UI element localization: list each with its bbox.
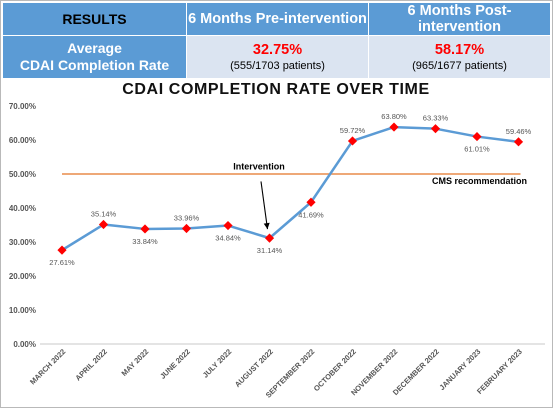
pre-intervention-rate: 32.75%	[252, 42, 303, 58]
data-label: 59.72%	[340, 126, 366, 135]
x-tick-label: JUNE 2022	[158, 347, 192, 381]
data-point-marker	[181, 223, 192, 234]
x-tick-label: MAY 2022	[120, 347, 151, 378]
x-axis: MARCH 2022 APRIL 2022 MAY 2022 JUNE 2022 JUL…	[28, 347, 524, 400]
x-tick-label: AUGUST 2022	[233, 347, 275, 389]
x-tick-label: OCTOBER 2022	[312, 347, 358, 393]
data-label: 63.33%	[423, 114, 449, 123]
data-point-marker	[430, 124, 441, 134]
data-point-marker	[389, 122, 399, 132]
data-label: 61.01%	[464, 145, 490, 154]
x-tick-label: FEBRUARY 2023	[475, 347, 524, 396]
data-label: 34.84%	[215, 234, 241, 243]
data-label: 27.61%	[49, 258, 75, 267]
pre-intervention-cell: 32.75% (555/1703 patients)	[186, 35, 369, 79]
data-point-marker	[140, 224, 150, 234]
results-table: RESULTS 6 Months Pre-intervention 6 Mont…	[2, 2, 551, 79]
post-intervention-cell: 58.17% (965/1677 patients)	[368, 35, 551, 79]
data-point-marker	[472, 131, 482, 142]
completion-rate-row: Average CDAI Completion Rate 32.75% (555…	[2, 35, 551, 79]
data-labels: 27.61% 35.14% 33.84% 33.96% 34.84% 31.14% 41.6…	[49, 112, 531, 267]
series-line-group	[57, 122, 524, 255]
intervention-arrow-shaft	[260, 181, 269, 230]
post-intervention-rate: 58.17%	[434, 42, 485, 58]
chart-title: CDAI COMPLETION RATE OVER TIME	[122, 81, 429, 98]
y-tick-label: 40.00%	[9, 204, 36, 213]
intervention-label: Intervention	[233, 162, 285, 172]
x-tick-label: APRIL 2022	[73, 347, 108, 382]
completion-rate-label-line2: CDAI Completion Rate	[19, 57, 170, 73]
y-tick-label: 0.00%	[13, 340, 36, 349]
y-tick-label: 10.00%	[9, 306, 36, 315]
data-point-marker	[264, 233, 275, 243]
data-point-marker	[513, 137, 524, 147]
y-tick-label: 20.00%	[9, 272, 36, 281]
data-label: 31.14%	[257, 246, 283, 255]
data-label: 59.46%	[506, 127, 532, 136]
data-point-marker	[57, 245, 67, 255]
y-tick-label: 50.00%	[9, 170, 36, 179]
x-tick-label: JANUARY 2023	[437, 347, 482, 392]
results-header-row: RESULTS 6 Months Pre-intervention 6 Mont…	[2, 2, 551, 36]
y-axis: 0.00% 10.00% 20.00% 30.00% 40.00% 50.00% 60.00…	[9, 102, 36, 349]
y-tick-label: 70.00%	[9, 102, 36, 111]
data-label: 63.80%	[381, 112, 407, 121]
data-point-marker	[306, 197, 316, 207]
y-tick-label: 60.00%	[9, 136, 36, 145]
data-label: 41.69%	[298, 210, 324, 219]
completion-rate-label: Average CDAI Completion Rate	[2, 35, 187, 79]
x-tick-label: MARCH 2022	[28, 347, 67, 386]
data-point-marker	[98, 219, 109, 230]
series-line	[61, 125, 519, 252]
results-header-label: RESULTS	[2, 2, 187, 36]
data-label: 33.84%	[132, 237, 158, 246]
post-intervention-header: 6 Months Post-intervention	[368, 2, 551, 36]
cms-reference-label: CMS recommendation	[432, 176, 527, 186]
data-point-marker	[223, 220, 233, 231]
completion-rate-chart: CDAI COMPLETION RATE OVER TIME 0.00% 10.0…	[9, 81, 545, 400]
data-point-marker	[347, 136, 358, 146]
data-label: 35.14%	[91, 210, 117, 219]
x-tick-label: JULY 2022	[201, 347, 234, 380]
data-label: 33.96%	[174, 214, 200, 223]
x-tick-label: DECEMBER 2022	[391, 347, 441, 397]
pre-intervention-header: 6 Months Pre-intervention	[186, 2, 369, 36]
reference-line-group: CMS recommendation	[62, 173, 527, 186]
pre-intervention-patients: (555/1703 patients)	[230, 60, 325, 72]
intervention-annotation: Intervention	[233, 162, 285, 230]
intervention-arrow-head	[263, 222, 270, 230]
completion-rate-label-line1: Average	[67, 40, 122, 56]
post-intervention-patients: (965/1677 patients)	[412, 60, 507, 72]
y-tick-label: 30.00%	[9, 238, 36, 247]
